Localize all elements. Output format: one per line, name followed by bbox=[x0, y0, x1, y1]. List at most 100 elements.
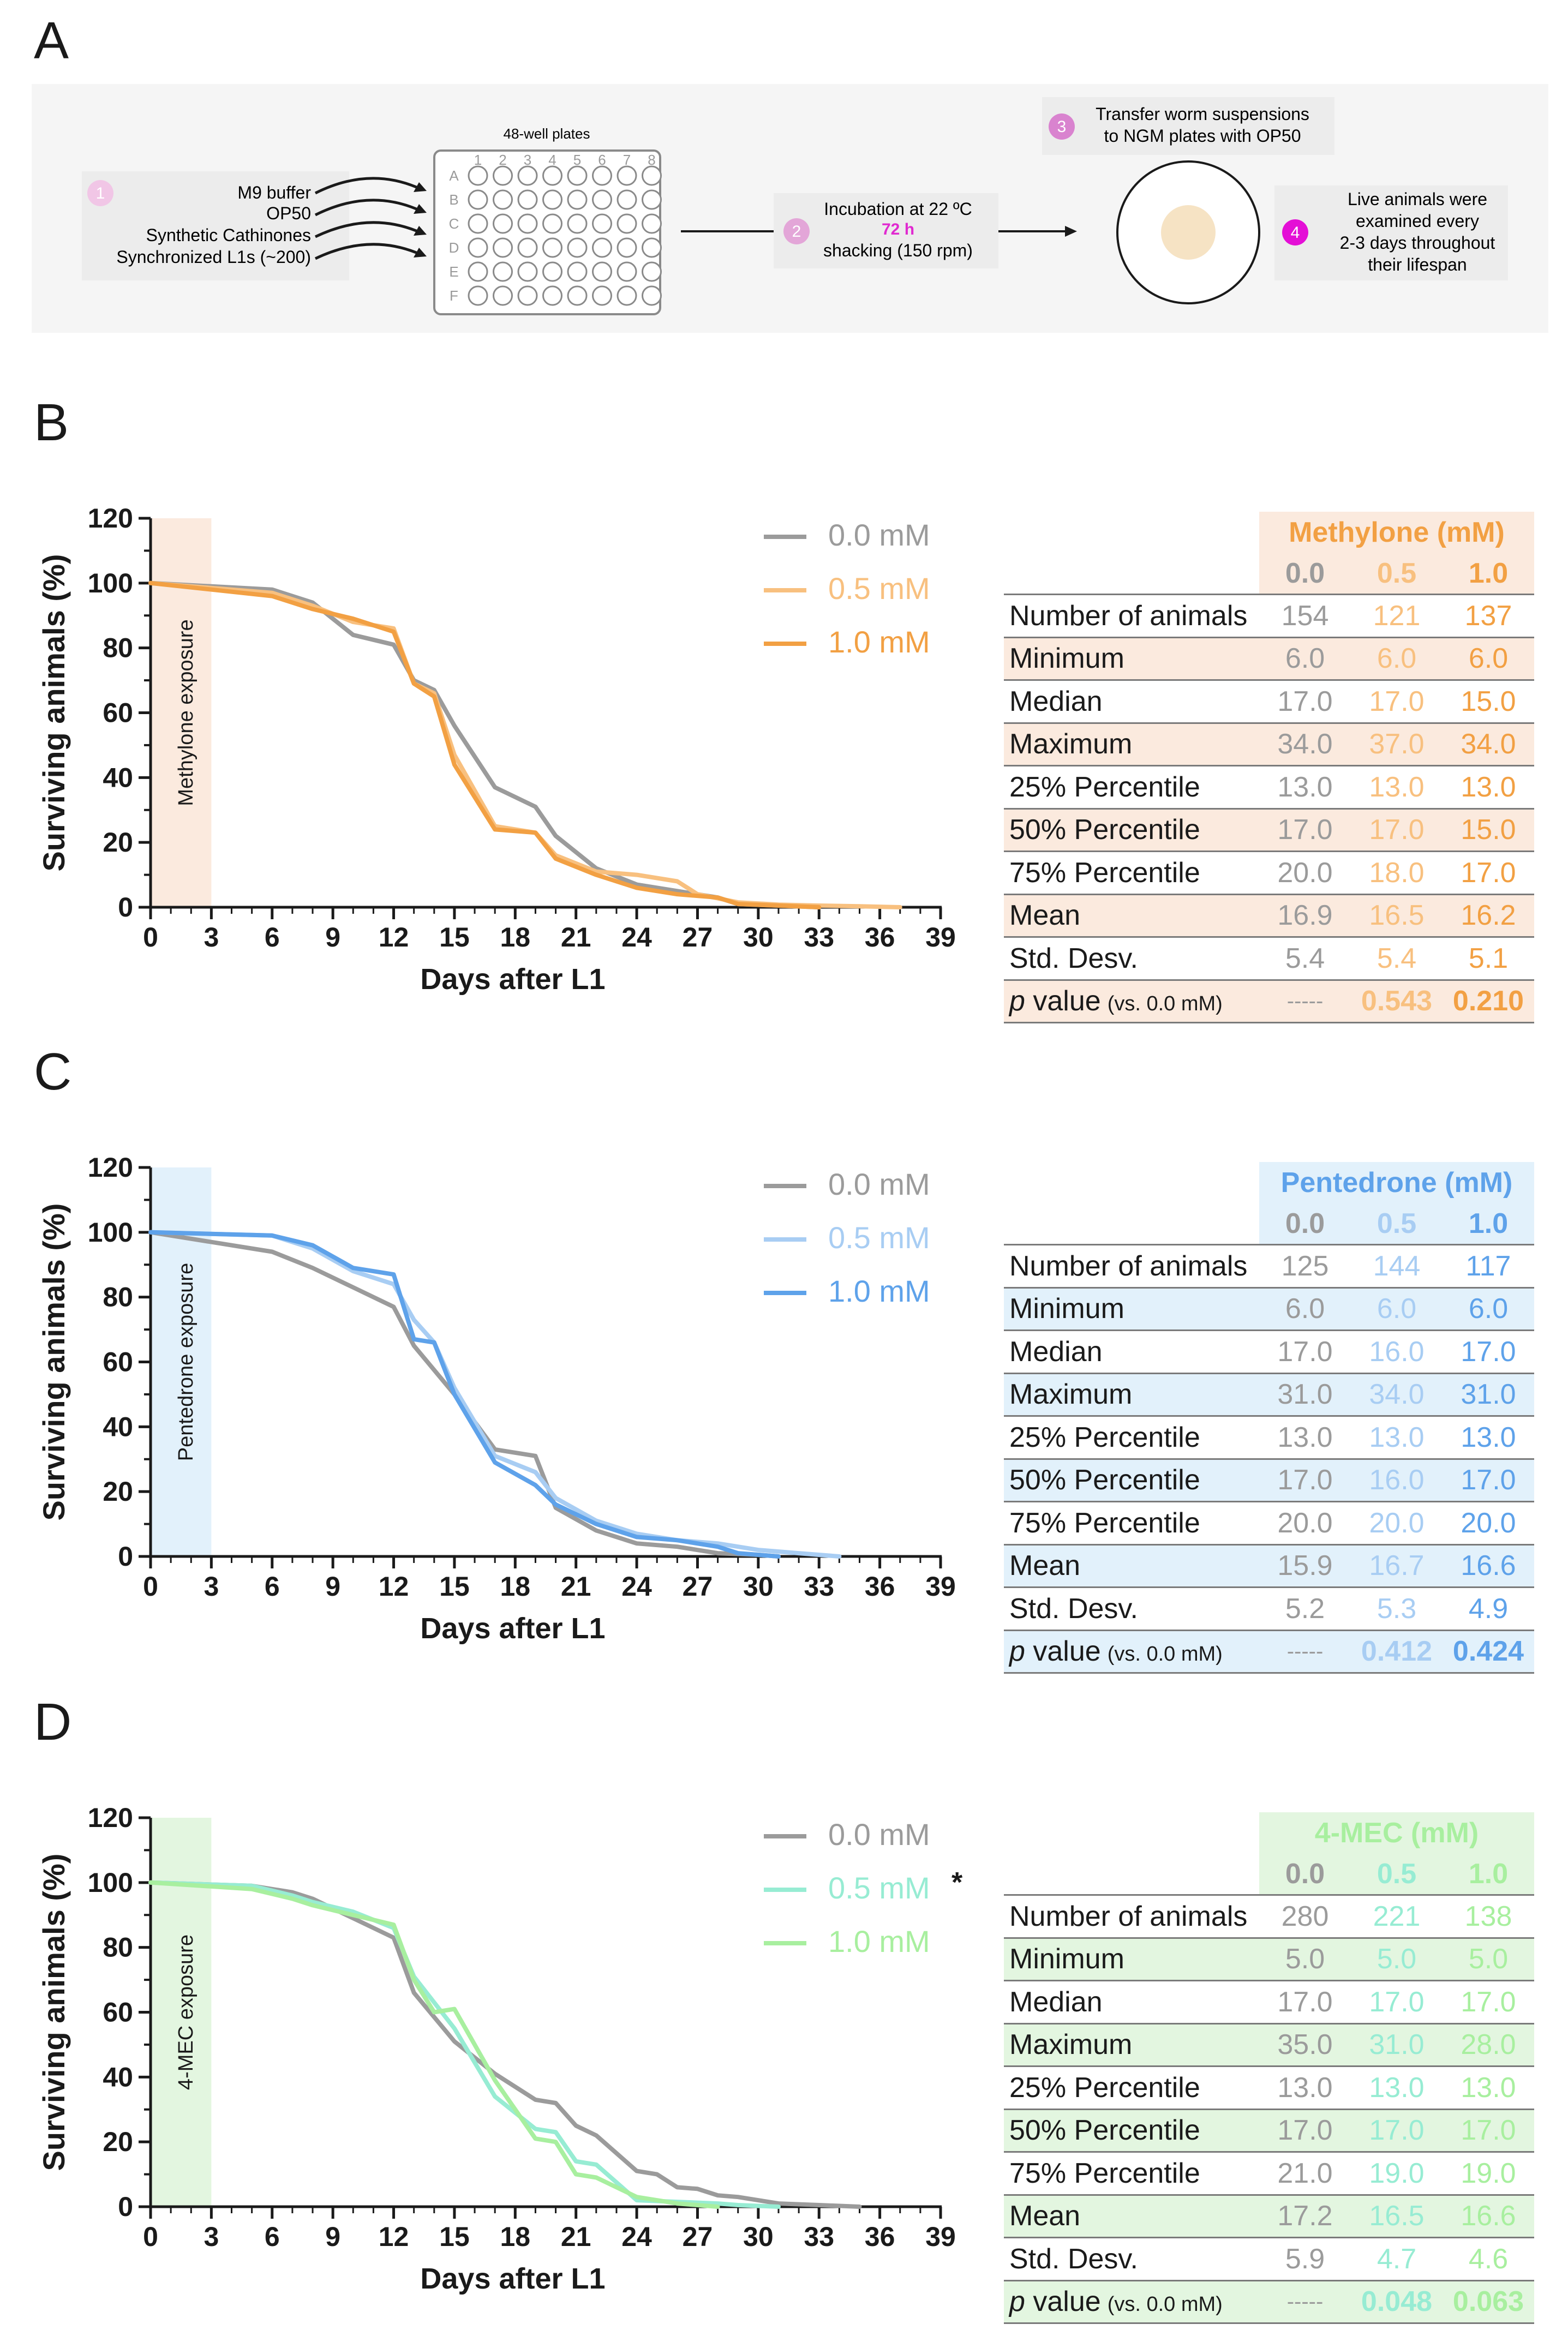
stat-value: 117 bbox=[1443, 1244, 1534, 1287]
x-tick-label: 9 bbox=[325, 922, 340, 953]
x-tick-label: 30 bbox=[743, 2221, 774, 2252]
stat-value: 20.0 bbox=[1351, 1501, 1443, 1544]
x-tick-label: 0 bbox=[143, 1571, 158, 1602]
stat-value: 16.2 bbox=[1443, 893, 1534, 937]
plate-well bbox=[617, 261, 637, 282]
plate-col-label: 6 bbox=[598, 152, 606, 168]
plate-well bbox=[567, 213, 588, 234]
x-tick-label: 12 bbox=[379, 2221, 409, 2252]
stat-label: Mean bbox=[1004, 893, 1259, 937]
x-tick-label: 0 bbox=[143, 2221, 158, 2252]
step1-number: 1 bbox=[96, 184, 105, 202]
plate-well bbox=[517, 165, 538, 186]
p-label-text: value bbox=[1025, 985, 1101, 1017]
concentration-header: 1.0 bbox=[1443, 553, 1534, 595]
x-tick-label: 6 bbox=[265, 2221, 280, 2252]
x-tick-label: 3 bbox=[204, 922, 219, 953]
y-tick-label: 40 bbox=[103, 762, 133, 793]
stat-value: 121 bbox=[1351, 594, 1443, 637]
x-tick-label: 39 bbox=[925, 922, 956, 953]
stat-label: Std. Desv. bbox=[1004, 2237, 1259, 2280]
plate-well bbox=[567, 165, 588, 186]
stat-value: 5.3 bbox=[1351, 1586, 1443, 1630]
step3-badge bbox=[1049, 113, 1075, 140]
stat-value: 15.0 bbox=[1443, 679, 1534, 723]
stat-label: Median bbox=[1004, 1329, 1259, 1373]
plate-well bbox=[642, 237, 662, 258]
p-value: 0.210 bbox=[1443, 979, 1534, 1023]
y-axis-label: Surviving animals (%) bbox=[37, 554, 71, 872]
stat-value: 31.0 bbox=[1259, 1372, 1351, 1416]
stat-value: 17.0 bbox=[1259, 2108, 1351, 2152]
plate-well bbox=[493, 213, 513, 234]
stat-value: 17.0 bbox=[1351, 2108, 1443, 2152]
table-corner bbox=[1004, 553, 1259, 595]
x-tick-label: 3 bbox=[204, 2221, 219, 2252]
stat-label: 25% Percentile bbox=[1004, 765, 1259, 808]
plate-well bbox=[642, 261, 662, 282]
plate-well bbox=[493, 165, 513, 186]
table-title: Pentedrone (mM) bbox=[1259, 1162, 1534, 1203]
stat-value: 144 bbox=[1351, 1244, 1443, 1287]
panel-letter-a: A bbox=[34, 11, 69, 70]
plate-well bbox=[642, 213, 662, 234]
stat-label: 25% Percentile bbox=[1004, 1415, 1259, 1459]
stat-value: 137 bbox=[1443, 594, 1534, 637]
x-tick-label: 12 bbox=[379, 1571, 409, 1602]
plate-arrows bbox=[314, 177, 421, 260]
stat-value: 138 bbox=[1443, 1894, 1534, 1938]
stat-value: 13.0 bbox=[1443, 1415, 1534, 1459]
plate-well bbox=[493, 285, 513, 306]
stat-value: 5.0 bbox=[1351, 1937, 1443, 1981]
stat-value: 16.0 bbox=[1351, 1329, 1443, 1373]
plate-well bbox=[542, 237, 562, 258]
plate-col-label: 1 bbox=[474, 152, 482, 168]
plate-well bbox=[517, 213, 538, 234]
stat-value: 4.7 bbox=[1351, 2237, 1443, 2280]
y-tick-label: 80 bbox=[103, 1932, 133, 1963]
stat-value: 16.6 bbox=[1443, 1543, 1534, 1588]
step4-line: examined every bbox=[1356, 211, 1479, 231]
stat-value: 16.5 bbox=[1351, 893, 1443, 937]
stat-value: 17.0 bbox=[1443, 1980, 1534, 2023]
step2-duration: 72 h bbox=[882, 220, 914, 238]
x-tick-label: 27 bbox=[683, 922, 713, 953]
x-axis-label: Days after L1 bbox=[420, 1612, 605, 1645]
stat-label: Maximum bbox=[1004, 2022, 1259, 2067]
table-corner bbox=[1004, 1812, 1259, 1853]
step1-box: 1 M9 buffer OP50 Synthetic Cathinones Sy… bbox=[82, 171, 349, 280]
x-tick-label: 9 bbox=[325, 2221, 340, 2252]
plate-well bbox=[567, 285, 588, 306]
plate-well bbox=[592, 285, 612, 306]
plate-well bbox=[567, 189, 588, 210]
stat-value: 17.0 bbox=[1259, 807, 1351, 852]
plate-col-label: 2 bbox=[499, 152, 506, 168]
stat-value: 37.0 bbox=[1351, 722, 1443, 766]
table-corner bbox=[1004, 1203, 1259, 1245]
y-tick-label: 20 bbox=[103, 2127, 133, 2157]
x-tick-label: 24 bbox=[621, 1571, 652, 1602]
step2-line: Incubation at 22 ºC bbox=[824, 199, 972, 219]
x-axis-label: Days after L1 bbox=[420, 2262, 605, 2295]
stat-value: 13.0 bbox=[1259, 1415, 1351, 1459]
stat-value: 20.0 bbox=[1443, 1501, 1534, 1544]
stat-value: 18.0 bbox=[1351, 850, 1443, 894]
plate-well bbox=[542, 213, 562, 234]
stat-value: 13.0 bbox=[1259, 2065, 1351, 2109]
plate-row-label: C bbox=[449, 215, 459, 232]
plate-well bbox=[617, 213, 637, 234]
y-tick-label: 100 bbox=[88, 1217, 133, 1248]
panel-letter-c: C bbox=[34, 1043, 72, 1101]
step3-line: to NGM plates with OP50 bbox=[1104, 126, 1301, 146]
x-tick-label: 27 bbox=[683, 2221, 713, 2252]
x-tick-label: 6 bbox=[265, 922, 280, 953]
plate-well bbox=[493, 237, 513, 258]
x-axis-label: Days after L1 bbox=[420, 963, 605, 996]
stat-value: 17.0 bbox=[1259, 1458, 1351, 1502]
step4-line: their lifespan bbox=[1368, 255, 1467, 274]
stat-label: Median bbox=[1004, 1980, 1259, 2023]
plate-well bbox=[493, 189, 513, 210]
series-line-00mm bbox=[148, 580, 822, 909]
